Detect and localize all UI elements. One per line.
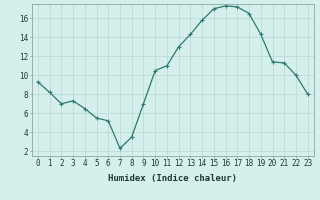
X-axis label: Humidex (Indice chaleur): Humidex (Indice chaleur) — [108, 174, 237, 183]
